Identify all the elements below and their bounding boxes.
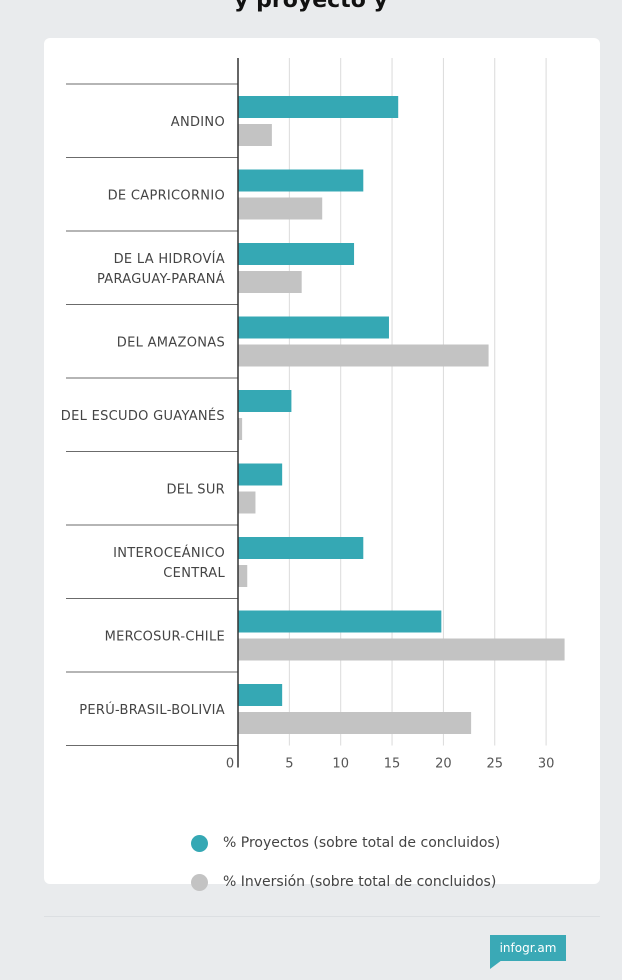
chart-title: y proyecto y <box>234 0 388 13</box>
bar-inversion <box>238 344 489 367</box>
bar-inversion <box>238 712 472 734</box>
legend-item-inversion[interactable]: % Inversión (sobre total de concluidos) <box>191 872 500 892</box>
bar-proyectos <box>238 243 355 265</box>
category-label: CENTRAL <box>163 566 225 581</box>
infogram-badge-tail <box>490 960 502 969</box>
bar-inversion <box>238 197 323 220</box>
category-label: MERCOSUR-CHILE <box>105 629 225 644</box>
x-tick-label: 15 <box>384 757 401 772</box>
legend-item-proyectos[interactable]: % Proyectos (sobre total de concluidos) <box>191 833 500 853</box>
bar-inversion <box>238 565 248 587</box>
x-tick-label: 5 <box>285 757 293 772</box>
infogram-badge[interactable]: infogr.am <box>490 935 566 961</box>
bar-inversion <box>238 491 256 514</box>
category-label: DE LA HIDROVÍA <box>114 251 225 267</box>
legend-swatch-proyectos <box>191 834 208 852</box>
bar-proyectos <box>238 96 399 118</box>
x-tick-label: 20 <box>435 757 452 772</box>
category-label: ANDINO <box>171 115 225 130</box>
x-tick-label: 0 <box>226 757 234 772</box>
x-tick-label: 25 <box>486 757 503 772</box>
category-label: PERÚ-BRASIL-BOLIVIA <box>79 702 225 718</box>
category-label: DEL AMAZONAS <box>117 335 225 350</box>
legend: % Proyectos (sobre total de concluidos) … <box>191 833 500 911</box>
bar-proyectos <box>238 390 292 412</box>
bar-inversion <box>238 271 302 293</box>
category-label: PARAGUAY-PARANÁ <box>97 271 225 287</box>
category-label: INTEROCEÁNICO <box>113 545 225 561</box>
legend-swatch-inversion <box>191 873 208 891</box>
x-tick-label: 10 <box>332 757 349 772</box>
bar-chart: ANDINO DE CAPRICORNIO DE LA HIDROVÍA PARAGU… <box>61 58 565 772</box>
category-label: DEL ESCUDO GUAYANÉS <box>61 408 225 424</box>
bar-proyectos <box>238 463 283 486</box>
category-label: DE CAPRICORNIO <box>108 188 225 203</box>
bar-proyectos <box>238 316 389 339</box>
bar-proyectos <box>238 169 364 192</box>
bar-inversion <box>238 638 565 661</box>
bar-inversion <box>238 124 272 146</box>
x-tick-label: 30 <box>538 757 555 772</box>
category-label: DEL SUR <box>167 482 226 497</box>
bar-inversion <box>238 418 243 440</box>
footer-divider <box>44 916 600 917</box>
legend-label-proyectos: % Proyectos (sobre total de concluidos) <box>223 835 501 851</box>
legend-label-inversion: % Inversión (sobre total de concluidos) <box>223 874 497 890</box>
bar-proyectos <box>238 684 283 706</box>
chart-card: ANDINO DE CAPRICORNIO DE LA HIDROVÍA PARAGU… <box>44 38 600 891</box>
bar-proyectos <box>238 537 364 559</box>
bar-proyectos <box>238 610 442 633</box>
